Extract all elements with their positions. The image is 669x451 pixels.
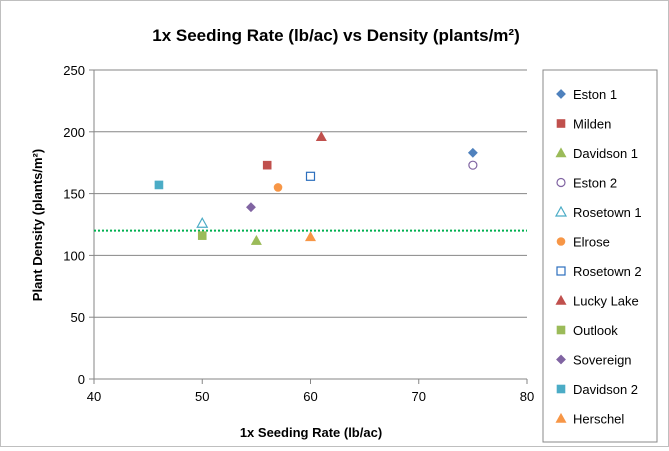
legend-marker — [555, 294, 567, 305]
legend-marker — [556, 266, 566, 276]
data-point — [273, 183, 283, 192]
legend-item: Elrose — [556, 235, 610, 250]
legend-item: Rosetown 2 — [556, 264, 642, 279]
legend-marker — [556, 354, 566, 365]
chart-title: 1x Seeding Rate (lb/ac) vs Density (plan… — [152, 26, 519, 45]
x-tick-label: 60 — [303, 389, 317, 404]
legend-label: Davidson 2 — [573, 382, 638, 397]
legend-label: Eston 1 — [573, 87, 617, 102]
plot-area — [94, 70, 527, 379]
legend-label: Davidson 1 — [573, 146, 638, 161]
data-point — [246, 202, 256, 213]
legend-item: Eston 1 — [556, 87, 617, 102]
data-point-layer — [154, 131, 478, 245]
legend-marker — [556, 237, 566, 246]
data-point — [467, 147, 478, 158]
legend-marker — [556, 325, 566, 335]
grid-layer — [94, 69, 527, 318]
x-axis-label: 1x Seeding Rate (lb/ac) — [240, 425, 382, 440]
x-tick-label: 70 — [412, 389, 426, 404]
legend-label: Lucky Lake — [573, 294, 639, 309]
data-point — [154, 180, 164, 190]
legend-marker — [555, 412, 567, 423]
legend-marker — [556, 177, 566, 188]
x-tick-label: 80 — [520, 389, 534, 404]
legend-label: Eston 2 — [573, 176, 617, 191]
legend: Eston 1 Milden Davidson 1 Eston 2 Rosetown 1… — [554, 87, 642, 427]
legend-marker — [554, 205, 568, 217]
legend-item: Rosetown 1 — [554, 205, 642, 220]
legend-marker — [555, 147, 567, 158]
legend-label: Herschel — [573, 412, 624, 427]
data-point — [304, 231, 317, 242]
data-point — [305, 171, 316, 181]
axis-layer: 0 50 100 150 200 250 40 50 60 70 80 — [63, 63, 534, 404]
x-tick-label: 50 — [195, 389, 209, 404]
legend-item: Eston 2 — [556, 176, 617, 191]
legend-item: Milden — [556, 117, 611, 132]
legend-item: Davidson 2 — [556, 382, 638, 397]
data-point — [197, 231, 207, 240]
legend-label: Rosetown 1 — [573, 205, 642, 220]
legend-item: Herschel — [555, 412, 624, 427]
legend-label: Elrose — [573, 235, 610, 250]
y-tick-label: 250 — [63, 63, 85, 78]
y-axis-label: Plant Density (plants/m²) — [30, 149, 45, 301]
legend-marker — [556, 119, 566, 128]
data-point — [250, 234, 262, 245]
legend-label: Sovereign — [573, 353, 632, 368]
y-tick-label: 50 — [71, 310, 85, 325]
legend-label: Milden — [573, 117, 611, 132]
legend-label: Outlook — [573, 323, 618, 338]
y-tick-label: 200 — [63, 125, 85, 140]
legend-item: Davidson 1 — [555, 146, 638, 161]
legend-item: Sovereign — [556, 353, 632, 368]
y-tick-label: 150 — [63, 187, 85, 202]
legend-box — [542, 69, 658, 443]
legend-item: Outlook — [556, 323, 618, 338]
x-tick-label: 40 — [87, 389, 101, 404]
y-tick-label: 0 — [78, 372, 85, 387]
data-point — [468, 160, 478, 170]
data-point — [262, 160, 272, 170]
legend-marker — [556, 89, 566, 99]
y-tick-label: 100 — [63, 248, 85, 263]
legend-label: Rosetown 2 — [573, 264, 642, 279]
data-point — [315, 131, 327, 142]
legend-marker — [556, 384, 566, 394]
data-point — [196, 217, 209, 228]
legend-item: Lucky Lake — [555, 294, 639, 309]
